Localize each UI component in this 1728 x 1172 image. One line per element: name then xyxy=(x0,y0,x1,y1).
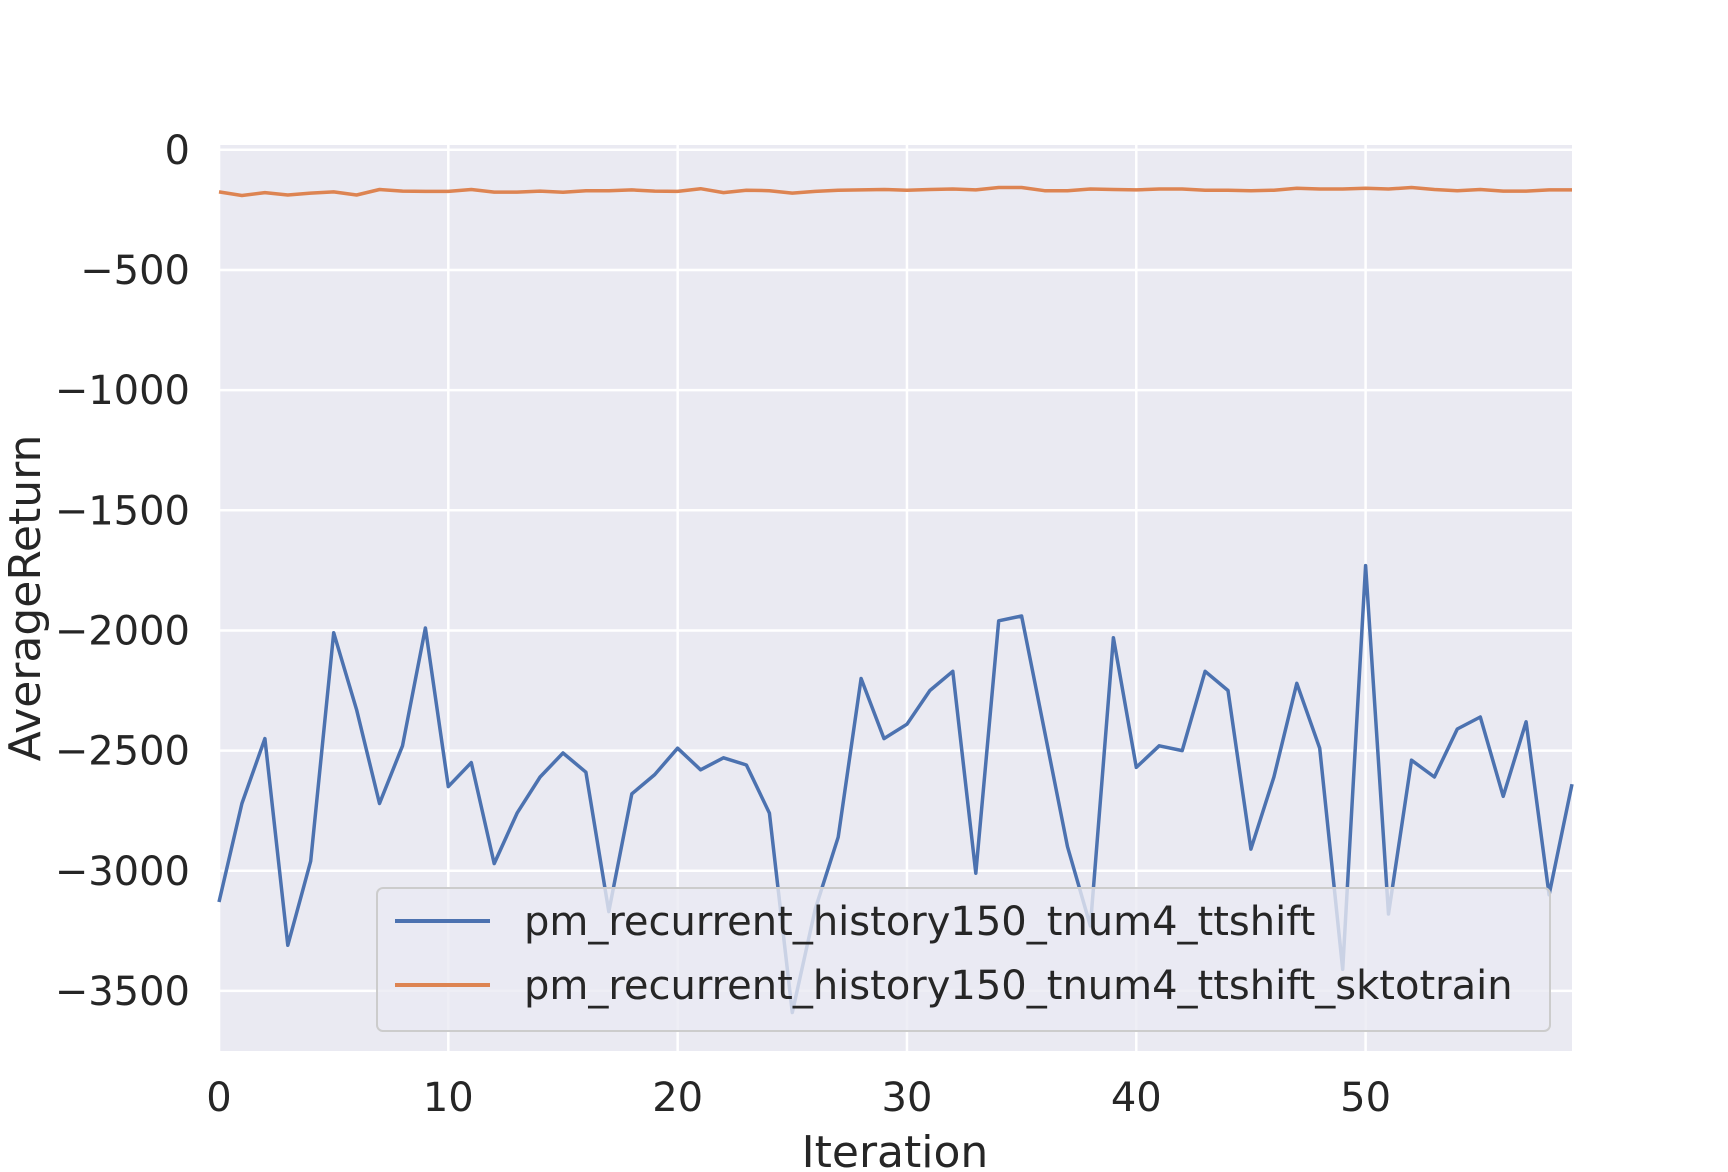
x-tick-label: 30 xyxy=(882,1075,933,1121)
legend-label-series-1: pm_recurrent_history150_tnum4_ttshift xyxy=(524,899,1315,945)
x-tick-label: 0 xyxy=(206,1075,231,1121)
legend-box xyxy=(376,887,1551,1032)
y-tick-label: −500 xyxy=(80,248,190,294)
y-tick-label: −1500 xyxy=(55,488,190,534)
y-tick-label: −2500 xyxy=(55,729,190,775)
legend: pm_recurrent_history150_tnum4_ttshift pm… xyxy=(376,887,1551,1032)
series-line-2 xyxy=(218,185,1572,198)
y-tick-label: 0 xyxy=(165,128,190,174)
y-tick-label: −2000 xyxy=(55,608,190,654)
x-tick-label: 50 xyxy=(1340,1075,1391,1121)
y-tick-label: −3000 xyxy=(55,849,190,895)
x-axis-title: Iteration xyxy=(802,1127,989,1172)
x-tick-label: 20 xyxy=(652,1075,703,1121)
x-tick-label: 40 xyxy=(1111,1075,1162,1121)
tick-labels: 0 −500 −1000 −1500 −2000 −2500 −3000 −3500 0 10 20… xyxy=(55,128,1391,1121)
legend-label-series-2: pm_recurrent_history150_tnum4_ttshift_sk… xyxy=(524,963,1513,1009)
y-axis-title: AverageReturn xyxy=(0,435,51,762)
x-tick-label: 10 xyxy=(423,1075,474,1121)
y-tick-label: −1000 xyxy=(55,368,190,414)
y-tick-label: −3500 xyxy=(55,969,190,1015)
